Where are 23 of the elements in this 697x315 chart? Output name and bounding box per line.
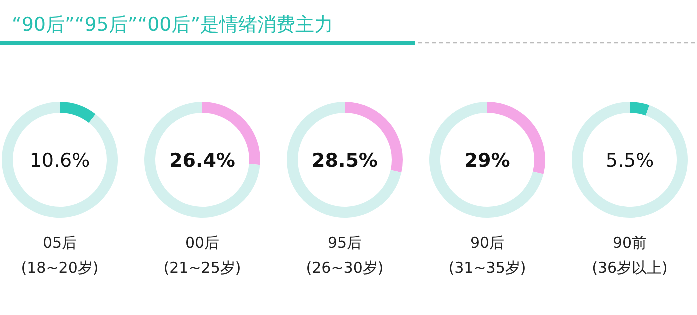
text: 29%: [464, 150, 510, 172]
text: 26.4%: [170, 150, 236, 172]
donut-slice: [630, 102, 650, 116]
donut-slice: [572, 102, 688, 218]
text: 95后: [328, 234, 362, 252]
text: (36岁以上): [592, 259, 668, 277]
text: 5.5%: [606, 150, 654, 172]
text: 00后: [185, 234, 220, 252]
text: 28.5%: [312, 150, 378, 172]
text: (18~20岁): [21, 259, 99, 277]
text: 05后: [42, 234, 78, 252]
text: (26~30岁): [306, 259, 384, 277]
donut-slice: [60, 102, 96, 124]
donut-slice: [287, 102, 402, 218]
text: (21~25岁): [164, 259, 242, 277]
donut-slice: [2, 102, 118, 218]
text: 90后: [470, 234, 505, 252]
text: “90后”“95后”“00后”是情绪消费主力: [12, 14, 334, 36]
text: 10.6%: [30, 150, 90, 172]
donut-slice: [144, 102, 260, 218]
text: (31~35岁): [448, 259, 526, 277]
text: 90前: [612, 234, 648, 252]
donut-slice: [430, 102, 544, 218]
